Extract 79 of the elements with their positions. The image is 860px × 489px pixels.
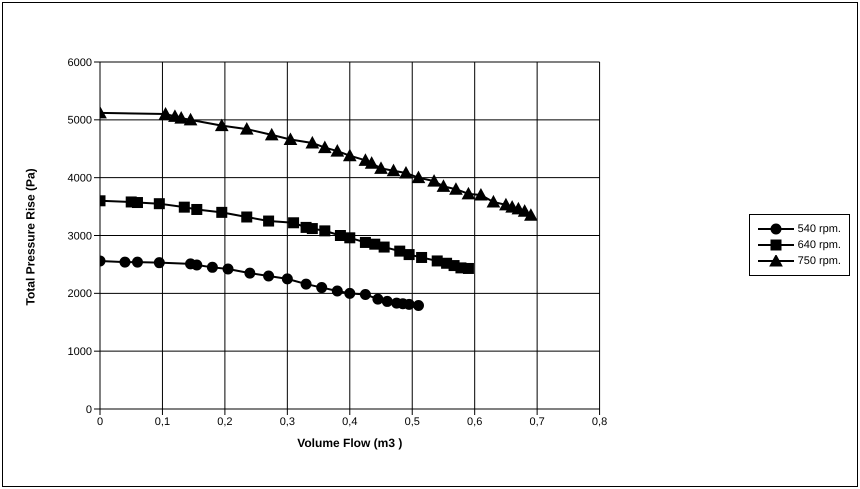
point — [344, 288, 356, 299]
point — [399, 166, 412, 179]
point — [178, 202, 190, 213]
point — [462, 262, 474, 274]
point — [300, 278, 312, 290]
point — [319, 225, 330, 236]
point — [306, 223, 318, 234]
point — [184, 113, 198, 126]
point — [332, 286, 343, 297]
point — [288, 217, 300, 228]
x-tick-label: 0,4 — [342, 416, 358, 428]
x-axis-title: Volume Flow (m3 ) — [297, 436, 402, 450]
point — [432, 255, 443, 266]
point — [132, 256, 143, 268]
point — [263, 270, 274, 282]
legend-label: 640 rpm. — [798, 238, 841, 250]
point — [316, 282, 328, 294]
x-tick-label: 0 — [96, 416, 104, 428]
point — [404, 249, 415, 260]
point — [244, 268, 256, 279]
point — [216, 206, 228, 218]
point — [360, 288, 371, 300]
point — [378, 242, 390, 253]
y-axis-title: Total Pressure Rise (Pa) — [23, 168, 38, 306]
y-tick-label: 3000 — [68, 230, 92, 242]
point — [416, 252, 428, 263]
x-tick-label: 0,3 — [280, 416, 295, 428]
point — [306, 136, 319, 148]
y-tick-label: 4000 — [68, 172, 92, 185]
point — [206, 262, 218, 273]
point — [334, 230, 346, 241]
point — [428, 174, 441, 187]
point — [330, 144, 344, 157]
point — [387, 164, 400, 176]
point — [318, 141, 332, 154]
point — [374, 162, 388, 174]
point — [372, 294, 384, 305]
y-tick-label: 6000 — [68, 56, 92, 69]
point — [474, 188, 488, 201]
point — [462, 187, 475, 200]
point — [265, 128, 278, 140]
legend-label: 540 rpm. — [798, 222, 841, 234]
point — [132, 197, 143, 208]
x-tick-label: 0,8 — [592, 416, 608, 428]
x-tick-label: 0,2 — [217, 416, 233, 428]
point — [240, 122, 254, 135]
point — [394, 246, 406, 257]
x-tick-label: 0,5 — [404, 416, 420, 428]
point — [154, 198, 165, 210]
point — [284, 132, 297, 145]
point — [344, 232, 356, 244]
point — [382, 296, 393, 307]
point — [191, 259, 202, 270]
x-tick-label: 0,7 — [529, 416, 545, 428]
point — [282, 273, 293, 284]
y-tick-label: 2000 — [68, 288, 92, 300]
point — [365, 156, 378, 169]
point — [154, 257, 165, 268]
point — [174, 112, 188, 124]
legend-label: 750 rpm. — [798, 254, 841, 266]
x-tick-label: 0,6 — [467, 416, 482, 428]
x-tick-label: 0,1 — [154, 416, 170, 428]
point — [119, 256, 130, 268]
y-tick-label: 0 — [86, 404, 92, 416]
y-tick-label: 5000 — [68, 114, 92, 127]
point — [263, 216, 274, 227]
point — [449, 182, 462, 195]
point — [436, 180, 450, 192]
point — [412, 300, 424, 311]
point — [191, 204, 202, 215]
point — [159, 108, 172, 120]
point — [343, 149, 356, 162]
point — [486, 195, 500, 208]
y-tick-label: 1000 — [68, 346, 92, 358]
point — [412, 171, 425, 184]
point — [524, 208, 538, 221]
point — [215, 119, 228, 132]
point — [241, 211, 252, 222]
point — [222, 264, 234, 275]
